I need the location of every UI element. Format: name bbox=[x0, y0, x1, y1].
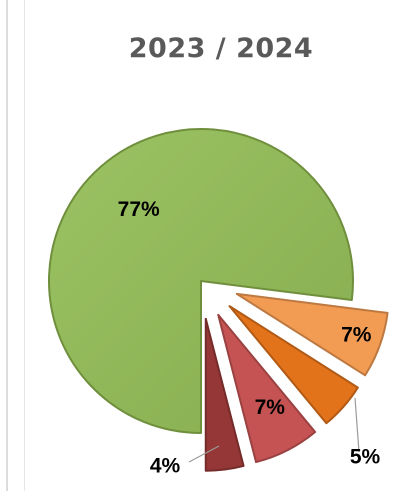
slice-label-2: 7% bbox=[341, 324, 372, 347]
slice-label-3: 5% bbox=[350, 446, 381, 469]
pie-slice-4 bbox=[217, 313, 317, 464]
panel-divider bbox=[6, 0, 8, 491]
chart-title: 2023 / 2024 bbox=[128, 33, 314, 64]
chart-panel: 2023 / 2024 77% 7% 5% 7% 4% bbox=[24, 0, 417, 491]
pie-chart: 77% 7% 5% 7% 4% bbox=[48, 128, 389, 478]
pie-slice-2 bbox=[235, 292, 389, 377]
slice-label-1: 77% bbox=[118, 198, 160, 221]
slice-label-4: 7% bbox=[255, 396, 286, 419]
leader-line-5 bbox=[188, 445, 220, 463]
leader-line-3 bbox=[354, 397, 360, 453]
slice-label-5: 4% bbox=[150, 455, 181, 478]
pie-slice-1 bbox=[48, 128, 354, 434]
pie-slice-5 bbox=[204, 317, 245, 472]
pie-slice-3 bbox=[228, 305, 359, 425]
